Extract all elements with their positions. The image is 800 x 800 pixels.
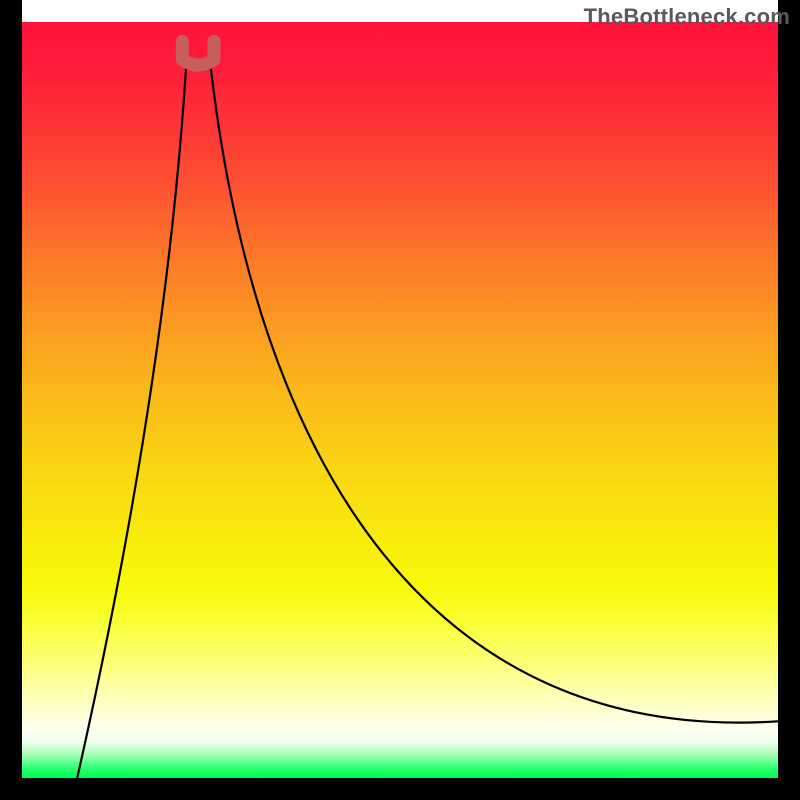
bottleneck-chart xyxy=(0,0,800,800)
watermark-text: TheBottleneck.com xyxy=(584,4,790,30)
plot-background xyxy=(22,22,778,778)
